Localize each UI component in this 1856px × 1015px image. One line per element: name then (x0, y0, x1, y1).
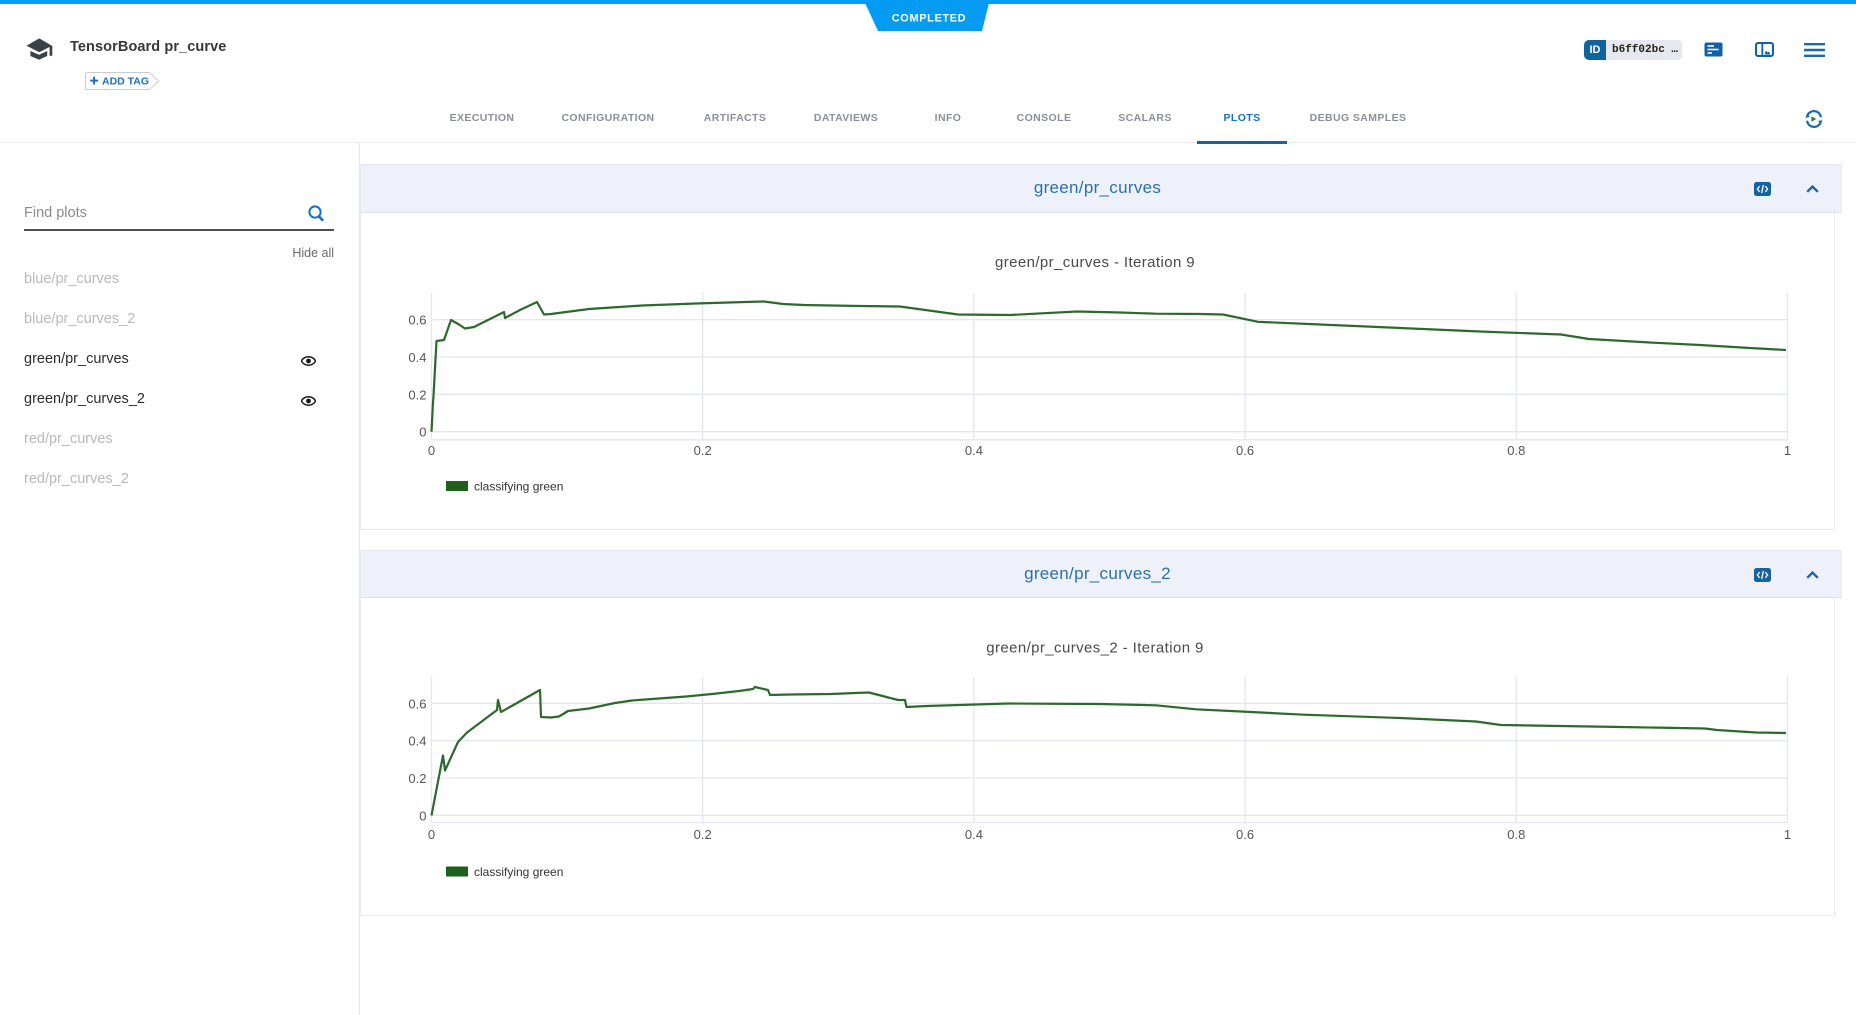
svg-text:green/pr_curves_2 - Iteration: green/pr_curves_2 - Iteration 9 (986, 640, 1204, 657)
svg-text:0.6: 0.6 (1236, 827, 1254, 842)
svg-text:0.4: 0.4 (408, 734, 426, 749)
svg-text:0.2: 0.2 (408, 387, 426, 402)
svg-text:1: 1 (1784, 443, 1791, 458)
svg-text:0: 0 (419, 808, 426, 823)
svg-text:0.2: 0.2 (694, 827, 712, 842)
svg-text:0.2: 0.2 (408, 771, 426, 786)
svg-text:COMPLETED: COMPLETED (892, 13, 966, 25)
svg-text:0.4: 0.4 (408, 350, 426, 365)
svg-text:0.2: 0.2 (694, 443, 712, 458)
svg-text:0.8: 0.8 (1507, 443, 1525, 458)
svg-text:classifying green: classifying green (474, 480, 563, 494)
svg-text:green/pr_curves - Iteration 9: green/pr_curves - Iteration 9 (995, 254, 1195, 271)
svg-text:0.6: 0.6 (1236, 443, 1254, 458)
svg-text:0: 0 (428, 827, 435, 842)
svg-text:classifying green: classifying green (474, 865, 563, 879)
svg-text:1: 1 (1784, 827, 1791, 842)
svg-text:0.6: 0.6 (408, 696, 426, 711)
svg-text:0.6: 0.6 (408, 313, 426, 328)
svg-text:0.4: 0.4 (965, 443, 983, 458)
svg-text:ADD TAG: ADD TAG (102, 76, 149, 88)
svg-text:0: 0 (419, 425, 426, 440)
svg-text:0.8: 0.8 (1507, 827, 1525, 842)
svg-text:0.4: 0.4 (965, 827, 983, 842)
svg-text:0: 0 (428, 443, 435, 458)
